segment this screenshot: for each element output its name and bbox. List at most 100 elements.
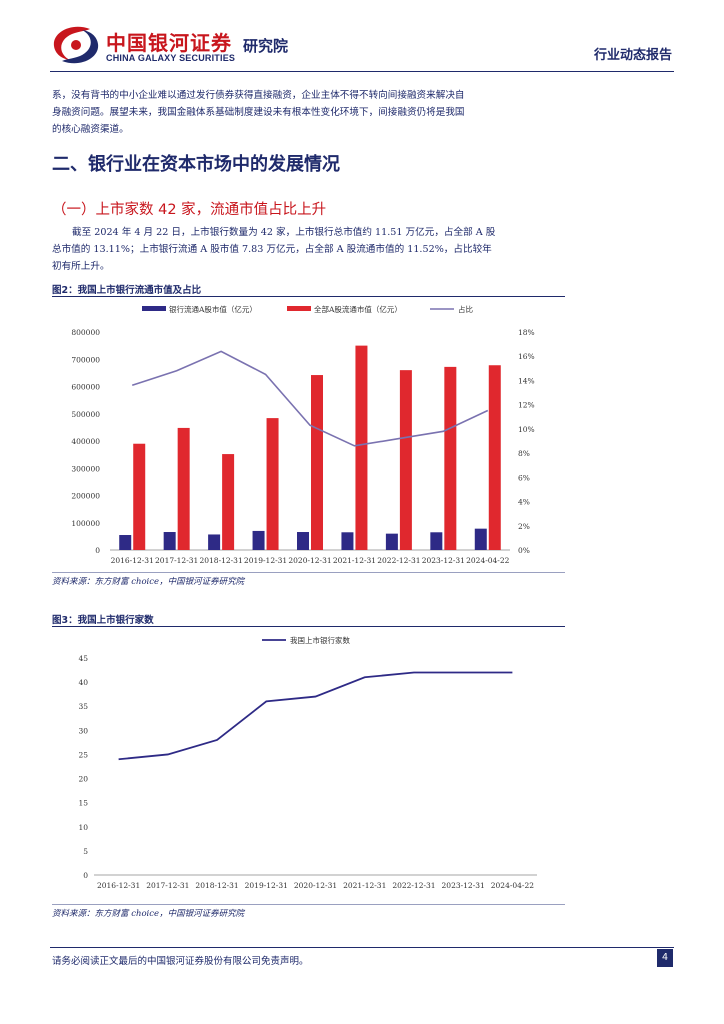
intro-line: 系，没有背书的中小企业难以通过发行债券获得直接融资，企业主体不得不转向间接融资来… <box>52 90 465 101</box>
y2-tick-label: 18% <box>518 328 535 337</box>
page-header: 中国银河证券 CHINA GALAXY SECURITIES 研究院 行业动态报… <box>0 0 724 80</box>
bar-bank-float-value <box>252 530 265 550</box>
y2-tick-label: 14% <box>518 376 535 385</box>
y-tick-label: 20 <box>78 775 88 784</box>
legend-swatch-bank <box>142 306 166 311</box>
x-tick-label: 2020-12-31 <box>294 881 337 890</box>
ratio-series-line <box>131 350 489 447</box>
figure3-top-rule <box>52 626 565 627</box>
y2-tick-label: 2% <box>518 522 530 531</box>
y-tick-label: 5 <box>83 847 88 856</box>
y-tick-label: 40 <box>78 678 88 687</box>
y-tick-label: 500000 <box>71 410 100 419</box>
report-type-label: 行业动态报告 <box>593 48 672 63</box>
chart-ratio-line <box>131 350 489 447</box>
chart-count-line <box>118 671 513 761</box>
chart-axes: 0 5 10 15 20 25 30 35 40 45 2016-12-31 2017-12-31 20… <box>78 654 537 890</box>
figure2-source: 资料来源：东方财富 choice，中国银河证券研究院 <box>52 577 245 587</box>
y-tick-label: 100000 <box>71 519 100 528</box>
y2-tick-label: 8% <box>518 449 530 458</box>
figure2-chart: 银行流通A股市值（亿元） 全部A股流通市值（亿元） 占比 0 100000 200000… <box>71 304 534 565</box>
body-line: 初有所上升。 <box>52 261 110 272</box>
legend-label-all: 全部A股流通市值（亿元） <box>314 304 402 314</box>
chart-legend: 我国上市银行家数 <box>262 635 350 645</box>
x-tick-label: 2023-12-31 <box>422 556 465 565</box>
bar-bank-float-value <box>430 532 443 550</box>
y-tick-label: 0 <box>83 871 88 880</box>
bar-all-a-float-value <box>177 427 190 550</box>
department-label: 研究院 <box>243 37 289 55</box>
y2-tick-label: 12% <box>518 401 535 410</box>
bar-all-a-float-value <box>266 418 279 550</box>
bar-all-a-float-value <box>488 365 501 550</box>
intro-line: 的核心融资渠道。 <box>52 124 129 135</box>
body-line: 截至 2024 年 4 月 22 日，上市银行数量为 42 家，上市银行总市值约… <box>72 227 496 238</box>
x-tick-label: 2016-12-31 <box>111 556 154 565</box>
y2-tick-label: 10% <box>518 425 535 434</box>
body-paragraph: 截至 2024 年 4 月 22 日，上市银行数量为 42 家，上市银行总市值约… <box>52 224 672 275</box>
y2-tick-label: 6% <box>518 473 530 482</box>
footer-disclaimer: 请务必阅读正文最后的中国银河证券股份有限公司免责声明。 <box>52 956 309 967</box>
chart-bars <box>119 345 501 550</box>
x-tick-label: 2018-12-31 <box>195 881 238 890</box>
bar-all-a-float-value <box>444 366 457 550</box>
figure2-title: 图2：我国上市银行流通市值及占比 <box>52 285 202 296</box>
bar-bank-float-value <box>474 528 487 550</box>
x-tick-label: 2024-04-22 <box>491 881 534 890</box>
figure2-top-rule <box>52 296 565 297</box>
figure3-chart: 我国上市银行家数 0 5 10 15 20 25 30 35 40 45 2016-12-31 201… <box>78 635 537 890</box>
x-tick-label: 2022-12-31 <box>392 881 435 890</box>
y-tick-label: 35 <box>78 702 88 711</box>
bar-bank-float-value <box>385 533 398 550</box>
y-tick-label: 10 <box>78 823 88 832</box>
y-tick-label: 200000 <box>71 492 100 501</box>
x-tick-label: 2019-12-31 <box>244 556 287 565</box>
x-tick-label: 2023-12-31 <box>442 881 485 890</box>
brand-name-en: CHINA GALAXY SECURITIES <box>106 53 236 63</box>
page-number: 4 <box>657 949 673 967</box>
y-tick-label: 300000 <box>71 464 100 473</box>
bar-bank-float-value <box>208 534 221 550</box>
intro-line: 身融资问题。展望未来，我国金融体系基础制度建设未有根本性变化环境下，间接融资仍将… <box>52 107 465 118</box>
y-tick-label: 0 <box>95 546 100 555</box>
legend-label-count: 我国上市银行家数 <box>290 635 350 645</box>
bar-bank-float-value <box>341 532 354 550</box>
intro-paragraph: 系，没有背书的中小企业难以通过发行债券获得直接融资，企业主体不得不转向间接融资来… <box>52 87 672 138</box>
y-tick-label: 15 <box>78 799 88 808</box>
x-tick-label: 2020-12-31 <box>288 556 331 565</box>
y-tick-label: 400000 <box>71 437 100 446</box>
x-tick-label: 2024-04-22 <box>466 556 509 565</box>
footer-divider <box>50 947 674 948</box>
figure3-bottom-rule <box>52 904 565 905</box>
bar-all-a-float-value <box>311 375 323 550</box>
y2-tick-label: 0% <box>518 546 530 555</box>
body-line: 总市值的 13.11%；上市银行流通 A 股市值 7.83 万亿元，占全部 A … <box>52 244 492 255</box>
count-series-line <box>118 671 513 761</box>
brand-name-cn: 中国银河证券 <box>106 31 232 55</box>
bar-bank-float-value <box>119 535 132 550</box>
y-tick-label: 700000 <box>71 355 100 364</box>
x-tick-label: 2019-12-31 <box>245 881 288 890</box>
subsection-title: （一）上市家数 42 家，流通市值占比上升 <box>52 202 327 218</box>
y-tick-label: 45 <box>78 654 88 663</box>
y-tick-label: 600000 <box>71 383 100 392</box>
y-tick-label: 30 <box>78 726 88 735</box>
galaxy-logo-icon <box>53 26 99 64</box>
figure3-source: 资料来源：东方财富 choice，中国银河证券研究院 <box>52 909 245 919</box>
x-tick-label: 2021-12-31 <box>333 556 376 565</box>
chart-legend: 银行流通A股市值（亿元） 全部A股流通市值（亿元） 占比 <box>142 304 473 314</box>
bar-bank-float-value <box>163 532 176 550</box>
chart-axes: 0 100000 200000 300000 400000 500000 600000 700… <box>71 328 534 565</box>
figure3-title: 图3：我国上市银行家数 <box>52 615 154 626</box>
x-tick-label: 2017-12-31 <box>146 881 189 890</box>
bar-all-a-float-value <box>399 370 412 550</box>
x-tick-label: 2022-12-31 <box>377 556 420 565</box>
legend-swatch-all <box>287 306 311 311</box>
x-tick-label: 2018-12-31 <box>199 556 242 565</box>
x-tick-label: 2017-12-31 <box>155 556 198 565</box>
y-tick-label: 800000 <box>71 328 100 337</box>
bar-all-a-float-value <box>133 443 146 550</box>
y2-tick-label: 16% <box>518 352 535 361</box>
legend-label-ratio: 占比 <box>458 304 473 314</box>
y-tick-label: 25 <box>78 750 88 759</box>
